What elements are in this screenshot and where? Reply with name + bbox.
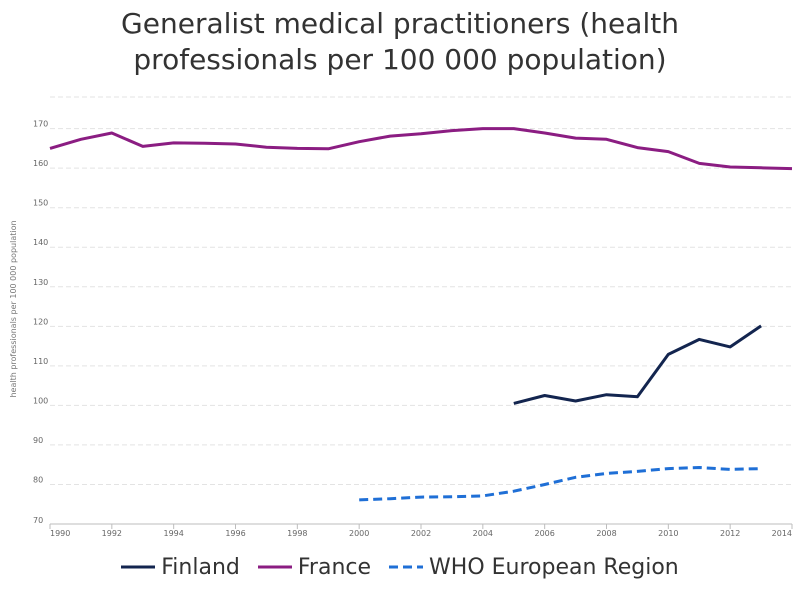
series-lines xyxy=(49,127,793,502)
chart-title-line-1: Generalist medical practitioners (health xyxy=(121,7,679,40)
y-tick-label-120: 120 xyxy=(33,317,48,326)
series-line-france xyxy=(49,127,793,171)
tick-labels: 70 80 90 100 110 120 130 140 150 160 170 1990 1992 19… xyxy=(33,120,792,538)
series-line-who-european-region xyxy=(359,466,762,502)
x-tick-label-2002: 2002 xyxy=(411,529,431,538)
x-tick-label-2012: 2012 xyxy=(720,529,740,538)
y-axis-title: health professionals per 100 000 populat… xyxy=(9,220,18,397)
x-tick-label-2008: 2008 xyxy=(596,529,616,538)
y-tick-label-70: 70 xyxy=(33,516,43,525)
x-tick-label-1996: 1996 xyxy=(225,529,245,538)
chart-title: Generalist medical practitioners (health… xyxy=(0,6,800,78)
legend-swatch-who-european-region xyxy=(389,565,424,569)
x-tick-label-2014: 2014 xyxy=(772,529,792,538)
x-axis xyxy=(49,523,793,529)
y-tick-label-80: 80 xyxy=(33,475,43,484)
grid-lines xyxy=(50,96,792,485)
x-tick-label-2010: 2010 xyxy=(658,529,678,538)
legend-label-finland: Finland xyxy=(161,554,240,580)
y-tick-label-130: 130 xyxy=(33,278,48,287)
x-tick-label-1998: 1998 xyxy=(287,529,307,538)
y-tick-label-170: 170 xyxy=(33,120,48,129)
y-tick-label-140: 140 xyxy=(33,238,48,247)
y-tick-label-100: 100 xyxy=(33,396,48,405)
x-tick-label-1992: 1992 xyxy=(102,529,122,538)
legend-item-finland[interactable]: Finland xyxy=(121,555,240,580)
x-tick-label-1990: 1990 xyxy=(50,529,70,538)
x-tick-label-2000: 2000 xyxy=(349,529,369,538)
legend-swatch-france xyxy=(257,565,292,569)
y-tick-label-150: 150 xyxy=(33,199,48,208)
legend: Finland France WHO European Region xyxy=(0,550,800,584)
y-tick-label-160: 160 xyxy=(33,159,48,168)
legend-label-france: France xyxy=(297,554,372,580)
y-tick-label-90: 90 xyxy=(33,436,43,445)
x-tick-label-2006: 2006 xyxy=(534,529,554,538)
y-tick-label-110: 110 xyxy=(33,357,48,366)
x-tick-label-1994: 1994 xyxy=(163,529,183,538)
x-tick-label-2004: 2004 xyxy=(473,529,493,538)
legend-item-france[interactable]: France xyxy=(257,554,372,580)
legend-item-who-european-region[interactable]: WHO European Region xyxy=(389,555,679,580)
series-line-finland xyxy=(513,324,762,405)
legend-label-who-european-region: WHO European Region xyxy=(429,554,679,580)
legend-swatch-finland xyxy=(121,565,156,569)
chart-title-line-2: professionals per 100 000 population) xyxy=(133,43,667,76)
